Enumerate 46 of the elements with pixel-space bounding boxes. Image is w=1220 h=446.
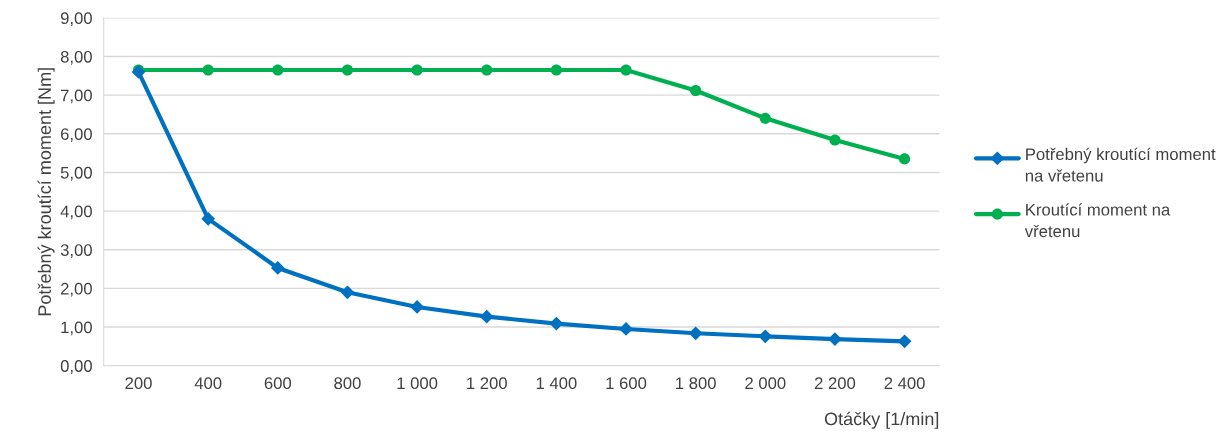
point — [479, 309, 494, 324]
point — [201, 211, 216, 226]
legend-label: Kroutící moment na vřetenu — [1024, 203, 1171, 238]
point — [829, 134, 841, 146]
point — [549, 316, 564, 331]
x-tick-label: 1 800 — [676, 377, 716, 390]
y-tick-label: 6,00 — [61, 128, 92, 142]
point — [341, 64, 353, 76]
y-tick-label: 9,00 — [60, 12, 92, 27]
point — [550, 64, 562, 76]
point — [897, 334, 912, 349]
point — [410, 300, 424, 314]
y-tick-label: 8,00 — [60, 50, 92, 65]
legend-label: Potřebný kroutící moment na vřetenu — [1025, 147, 1216, 182]
x-tick-label: 200 — [125, 377, 152, 390]
x-tick-label: 800 — [334, 377, 361, 390]
point — [340, 285, 355, 300]
point — [481, 64, 493, 76]
point — [759, 112, 771, 124]
x-tick-label: 600 — [264, 377, 292, 390]
y-tick-label: 7,00 — [61, 89, 92, 104]
x-tick-label: 1 400 — [536, 377, 577, 390]
y-tick-label: 3,00 — [60, 244, 92, 258]
y-tick-label: 4,00 — [60, 205, 92, 220]
y-tick-label: 5,00 — [60, 166, 92, 181]
y-tick-label: 2,00 — [60, 282, 92, 297]
point — [899, 153, 911, 165]
x-tick-label: 2 000 — [745, 377, 786, 390]
y-tick-label: 1,00 — [61, 321, 92, 336]
x-tick-label: 1 200 — [467, 377, 507, 390]
point — [270, 261, 285, 275]
x-tick-label: 2 200 — [814, 377, 856, 390]
point — [688, 326, 703, 341]
point — [620, 64, 632, 76]
x-axis-title: Otáčky [1/min] — [824, 411, 939, 429]
x-tick-label: 2 400 — [884, 377, 925, 390]
point — [758, 329, 773, 344]
point — [690, 84, 702, 97]
point — [272, 64, 284, 76]
x-tick-label: 1 600 — [606, 377, 647, 390]
y-axis-title: Potřebný kroutící moment [Nm] — [37, 68, 55, 316]
x-tick-label: 400 — [194, 377, 222, 390]
point — [411, 64, 423, 76]
y-tick-label: 0,00 — [60, 360, 92, 374]
point — [202, 64, 214, 76]
x-tick-label: 1 000 — [397, 377, 438, 390]
